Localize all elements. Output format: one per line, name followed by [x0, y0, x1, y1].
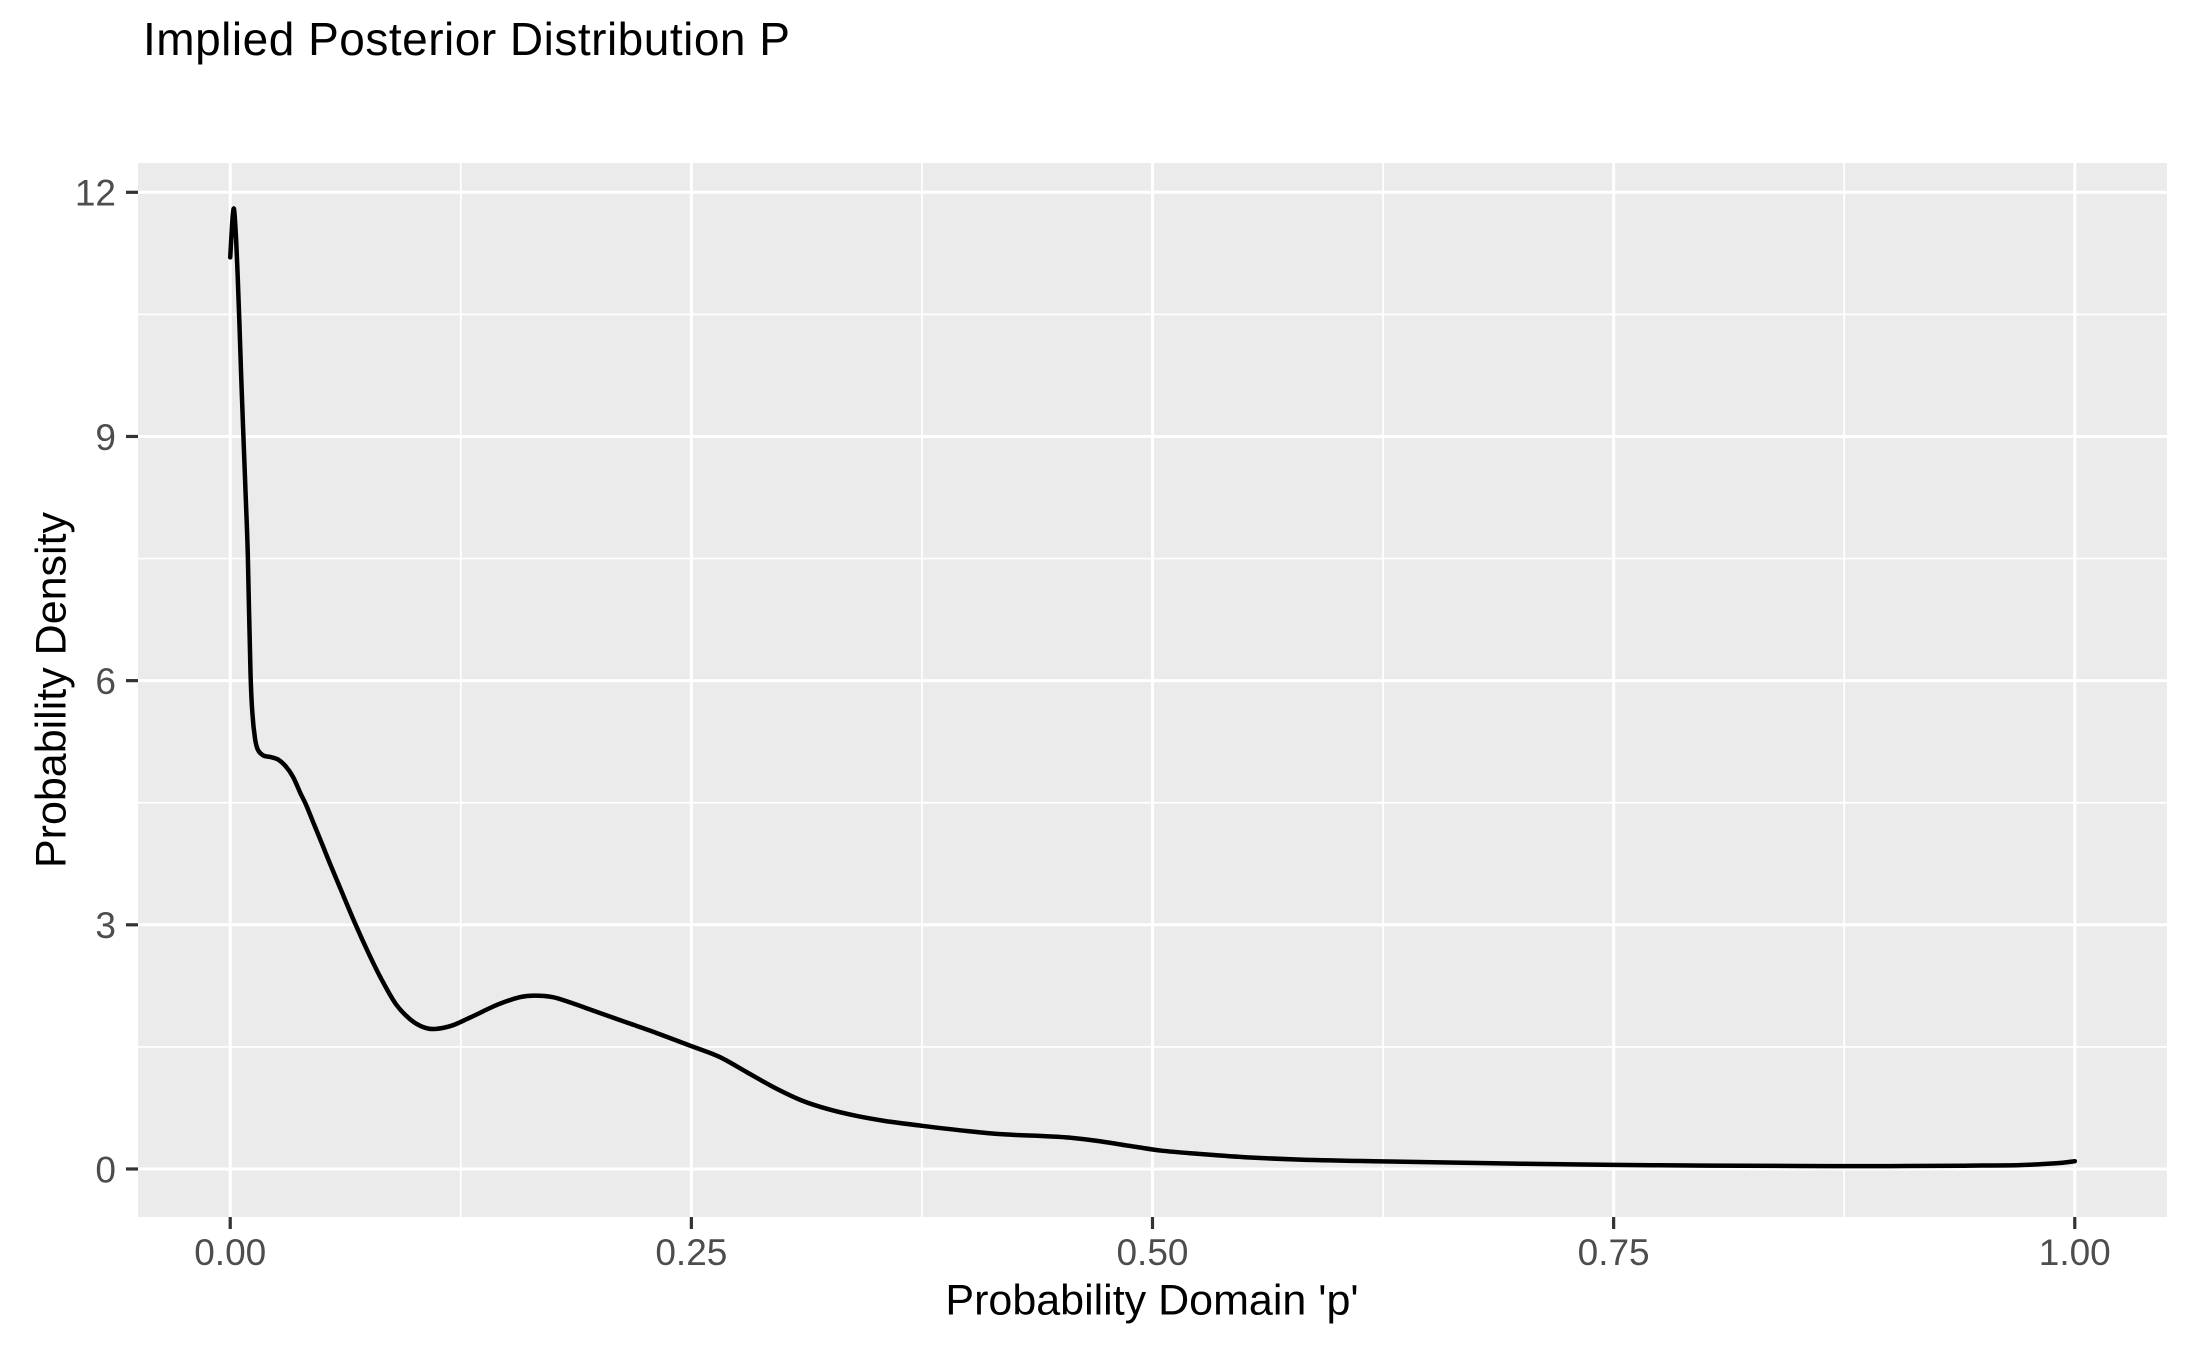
plot-title: Implied Posterior Distribution P: [143, 13, 791, 65]
y-tick-label: 12: [75, 173, 116, 214]
x-tick-label: 1.00: [2039, 1232, 2111, 1273]
density-curve: [227, 206, 2078, 1169]
x-axis-title: Probability Domain 'p': [945, 1276, 1359, 1325]
y-tick-label: 3: [95, 905, 116, 946]
y-axis-title: Probability Density: [27, 511, 76, 869]
x-tick-label: 0.25: [655, 1232, 727, 1273]
x-tick-label: 0.50: [1116, 1232, 1188, 1273]
y-tick-label: 0: [95, 1149, 116, 1190]
y-tick-label: 6: [95, 661, 116, 702]
y-tick-label: 9: [95, 417, 116, 458]
x-tick-label: 0.75: [1578, 1232, 1650, 1273]
x-tick-label: 0.00: [194, 1232, 266, 1273]
